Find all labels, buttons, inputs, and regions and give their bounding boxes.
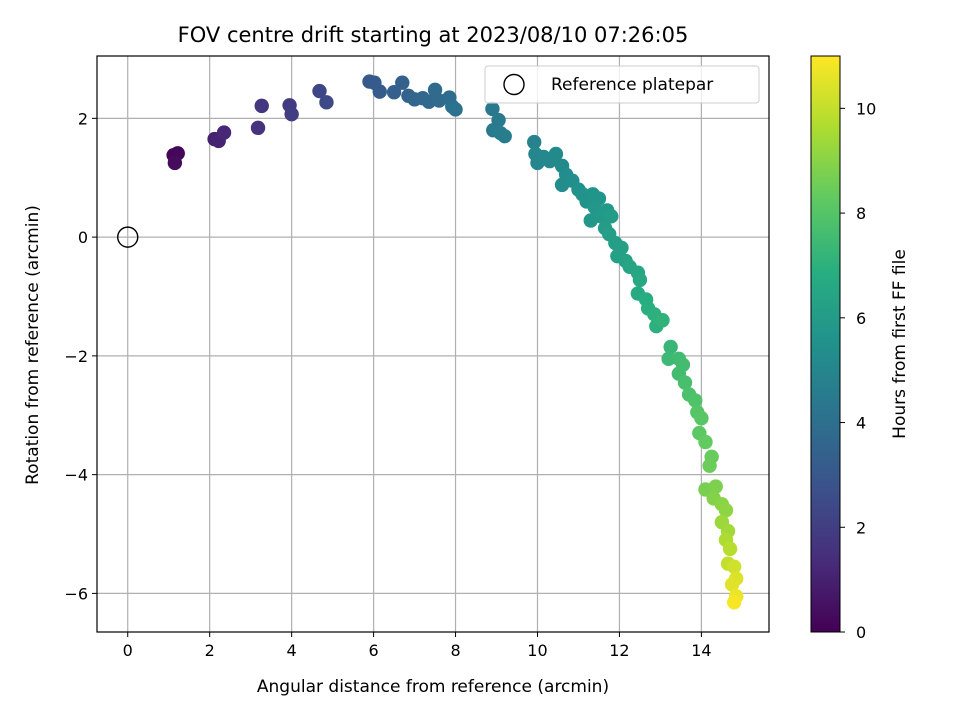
x-tick-label: 12 bbox=[609, 641, 629, 660]
data-point bbox=[694, 411, 708, 425]
data-point bbox=[723, 542, 737, 556]
chart-title: FOV centre drift starting at 2023/08/10 … bbox=[178, 23, 689, 47]
data-point bbox=[633, 273, 647, 287]
data-point bbox=[395, 76, 409, 90]
data-point bbox=[702, 459, 716, 473]
x-tick-label: 8 bbox=[450, 641, 460, 660]
x-tick-label: 14 bbox=[691, 641, 711, 660]
colorbar-ticks: 0 2 4 6 8 10 bbox=[840, 99, 876, 642]
colorbar-tick-label: 4 bbox=[856, 414, 866, 433]
colorbar: 0 2 4 6 8 10 Hours from first FF file bbox=[811, 56, 910, 642]
x-tick-label: 10 bbox=[527, 641, 547, 660]
data-point bbox=[698, 435, 712, 449]
data-point bbox=[373, 84, 387, 98]
y-tick-label: −6 bbox=[64, 584, 88, 603]
colorbar-tick-label: 6 bbox=[856, 309, 866, 328]
data-point bbox=[655, 313, 669, 327]
data-point bbox=[727, 595, 741, 609]
data-point bbox=[448, 102, 462, 116]
colorbar-gradient bbox=[811, 56, 840, 632]
colorbar-tick-label: 8 bbox=[856, 204, 866, 223]
data-point bbox=[217, 125, 231, 139]
x-tick-label: 4 bbox=[287, 641, 297, 660]
x-axis-title: Angular distance from reference (arcmin) bbox=[257, 677, 609, 697]
data-point bbox=[284, 107, 298, 121]
data-point bbox=[604, 209, 618, 223]
x-tick-label: 2 bbox=[205, 641, 215, 660]
y-tick-label: −4 bbox=[64, 466, 88, 485]
y-tick-label: −2 bbox=[64, 347, 88, 366]
data-point bbox=[168, 156, 182, 170]
data-point bbox=[498, 129, 512, 143]
y-axis-title: Rotation from reference (arcmin) bbox=[23, 205, 43, 485]
y-tick-label: 2 bbox=[78, 109, 88, 128]
data-point bbox=[251, 121, 265, 135]
y-tick-label: 0 bbox=[78, 228, 88, 247]
data-point bbox=[319, 95, 333, 109]
data-point bbox=[255, 99, 269, 113]
colorbar-tick-label: 10 bbox=[856, 99, 876, 118]
axis-ticks: 0 2 4 6 8 10 12 14 −6 −4 −2 0 2 bbox=[64, 109, 711, 660]
legend: Reference platepar bbox=[485, 66, 759, 103]
colorbar-tick-label: 2 bbox=[856, 518, 866, 537]
x-tick-label: 0 bbox=[123, 641, 133, 660]
x-tick-label: 6 bbox=[368, 641, 378, 660]
chart-canvas: 0 2 4 6 8 10 12 14 −6 −4 −2 0 2 FOV centre drift sta… bbox=[0, 0, 960, 720]
scatter-points bbox=[166, 74, 743, 609]
colorbar-tick-label: 0 bbox=[856, 623, 866, 642]
colorbar-label: Hours from first FF file bbox=[890, 249, 910, 439]
legend-label: Reference platepar bbox=[551, 75, 713, 95]
